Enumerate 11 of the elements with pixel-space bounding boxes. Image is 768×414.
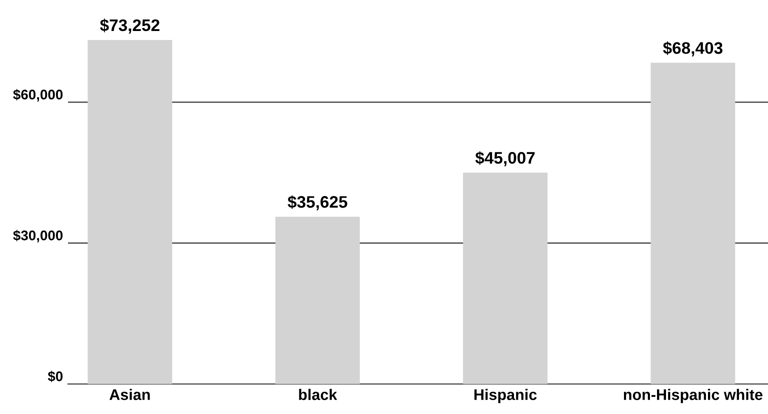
x-tick-label: Asian <box>110 388 150 400</box>
data-label: $35,625 <box>288 195 348 210</box>
x-tick-label: black <box>299 388 338 400</box>
x-tick-label: Hispanic <box>474 388 537 404</box>
x-tick-label: non-Hispanic white <box>624 388 762 404</box>
y-tick-label: $0 <box>48 370 63 382</box>
y-tick-label: $30,000 <box>13 230 63 242</box>
data-label: $68,403 <box>663 41 722 56</box>
data-label: $73,252 <box>100 18 160 34</box>
data-label: $45,007 <box>475 151 535 166</box>
y-tick-label: $60,000 <box>13 89 63 102</box>
